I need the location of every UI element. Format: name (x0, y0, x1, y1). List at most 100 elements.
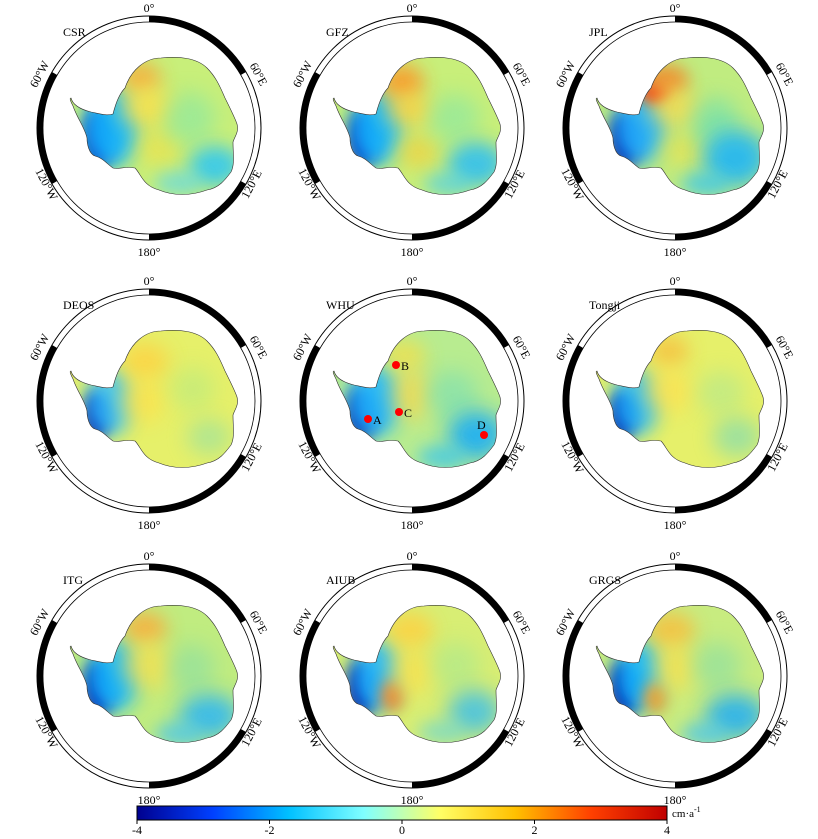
field-patch (448, 690, 500, 734)
frame-black-segment (148, 16, 246, 76)
frame-black-segment (411, 728, 509, 788)
coastline (595, 330, 764, 468)
field-patch (380, 64, 424, 100)
label-120w: 120°W (295, 166, 324, 203)
panel-title: Tongji (589, 298, 621, 312)
label-120w: 120°W (295, 439, 324, 476)
frame-black-segment (299, 72, 321, 184)
coastline (332, 330, 501, 468)
label-60e: 60°E (510, 608, 534, 636)
field-patch (426, 371, 478, 419)
point-label-c: C (404, 406, 412, 420)
label-120w: 120°W (558, 439, 587, 476)
field-patch (428, 94, 480, 142)
field-patch (187, 419, 231, 455)
point-label-d: D (477, 418, 486, 432)
frame-black-segment (674, 453, 772, 513)
point-c (395, 408, 403, 416)
label-180deg: 180° (664, 793, 687, 807)
field-patch (123, 612, 167, 644)
label-180deg: 180° (138, 245, 161, 259)
frame-black-segment (674, 728, 772, 788)
frame-inner-circle (305, 21, 519, 235)
label-60e: 60°E (510, 333, 534, 361)
frame-black-segment (148, 728, 246, 788)
frame-inner-circle (568, 569, 782, 783)
label-180deg: 180° (401, 518, 424, 532)
label-0deg: 0° (144, 1, 155, 15)
field-patch (392, 369, 432, 421)
label-60e: 60°E (247, 608, 271, 636)
frame-black-segment (148, 180, 246, 240)
frame-black-segment (562, 72, 584, 184)
frame-inner-circle (42, 21, 256, 235)
label-60e: 60°E (510, 60, 534, 88)
field-patch (649, 335, 689, 367)
label-180deg: 180° (664, 245, 687, 259)
field-patch (645, 369, 693, 413)
panel-title: ITG (63, 573, 83, 587)
label-60e: 60°E (773, 60, 797, 88)
field-patch (653, 644, 697, 692)
frame-black-segment (562, 345, 584, 457)
coastline (332, 605, 501, 743)
label-0deg: 0° (144, 549, 155, 563)
field-patch (390, 648, 434, 696)
colorbar-gradient (136, 805, 668, 821)
field-patch (703, 130, 764, 186)
frame-inner-circle (42, 294, 256, 508)
frame-black-segment (148, 289, 246, 349)
field-patch (418, 720, 466, 743)
frame-black-segment (148, 453, 246, 513)
panel-title: JPL (589, 25, 608, 39)
panel-title: DEOS (63, 298, 94, 312)
field-patch (398, 136, 438, 168)
frame-black-segment (411, 180, 509, 240)
field-patch (418, 445, 466, 468)
colorbar: -4 -2 0 2 4 cm·a-1 (132, 805, 701, 837)
panel-title: AIUB (326, 573, 355, 587)
field-patch (386, 612, 434, 648)
frame-black-segment (148, 564, 246, 624)
label-180deg: 180° (401, 245, 424, 259)
label-0deg: 0° (144, 274, 155, 288)
label-0deg: 0° (670, 274, 681, 288)
field-patch (137, 130, 181, 166)
point-a (364, 415, 372, 423)
colorbar-tick-label: 4 (664, 823, 670, 837)
coastline (332, 57, 501, 195)
frame-black-segment (299, 345, 321, 457)
field-patch (167, 644, 215, 692)
label-120w: 120°W (32, 166, 61, 203)
field-patch (171, 367, 215, 411)
panel-title: WHU (326, 298, 355, 312)
label-60e: 60°E (773, 333, 797, 361)
coastline (595, 605, 764, 743)
label-180deg: 180° (138, 793, 161, 807)
field-patch (121, 343, 169, 379)
field-patch (713, 417, 761, 457)
frame-black-segment (411, 16, 509, 76)
coastline (69, 605, 238, 743)
field-patch (649, 90, 701, 126)
frame-black-segment (674, 180, 772, 240)
field-patch (386, 94, 434, 126)
label-120w: 120°W (32, 714, 61, 751)
label-0deg: 0° (407, 274, 418, 288)
frame-black-segment (299, 620, 321, 732)
field-patch (123, 642, 175, 690)
label-180deg: 180° (401, 793, 424, 807)
point-label-b: B (401, 359, 409, 373)
field-patch (424, 172, 472, 195)
label-120w: 120°W (295, 714, 324, 751)
frame-black-segment (36, 620, 58, 732)
field-patch (432, 642, 480, 690)
label-0deg: 0° (407, 1, 418, 15)
coastline (69, 330, 238, 468)
label-60e: 60°E (773, 608, 797, 636)
